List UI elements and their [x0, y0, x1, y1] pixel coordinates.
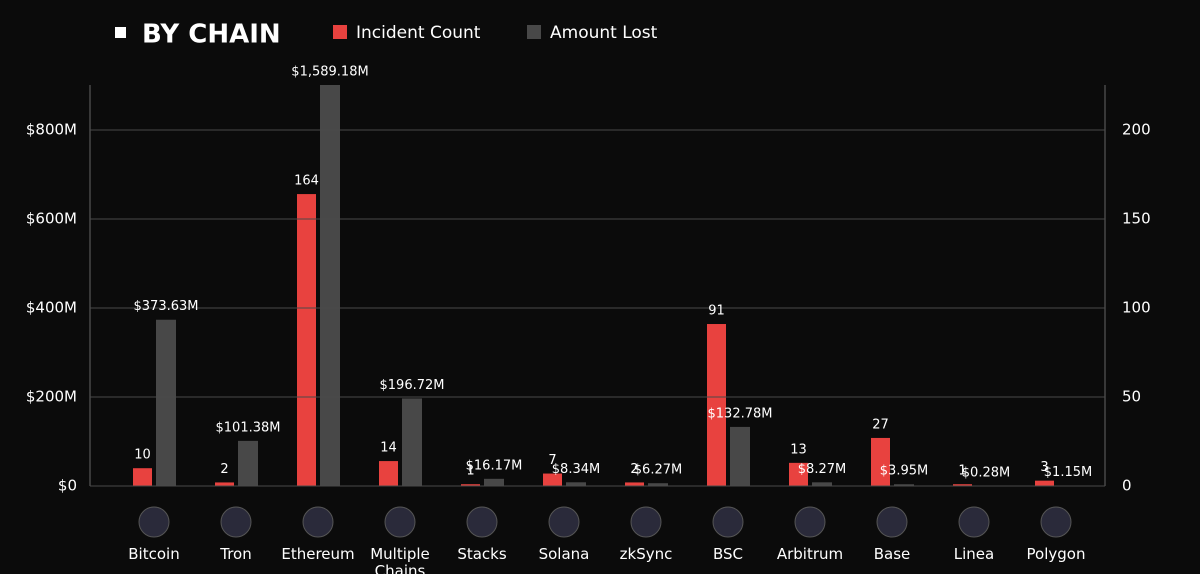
chain-icon	[548, 506, 580, 538]
bar	[566, 482, 586, 486]
chain-icon	[220, 506, 252, 538]
value-label: 27	[872, 417, 889, 432]
bar	[730, 426, 750, 486]
chain-icon	[876, 506, 908, 538]
bar	[625, 482, 644, 486]
chain-icon	[384, 506, 416, 538]
value-label: 2	[220, 462, 228, 477]
y2-tick-label: 100	[1122, 299, 1151, 317]
value-label: 13	[790, 442, 807, 457]
chain-icon	[1040, 506, 1072, 538]
y-tick-label: $200M	[26, 388, 77, 406]
bar	[789, 462, 808, 486]
value-label: $101.38M	[216, 420, 281, 435]
y-tick-label: $0	[58, 477, 77, 495]
y2-tick-label: 200	[1122, 121, 1151, 139]
chart-title: BY CHAIN	[142, 20, 281, 50]
bar	[461, 484, 480, 486]
value-label: 1	[958, 464, 966, 479]
value-label: 2	[630, 462, 638, 477]
value-label: 10	[134, 448, 151, 463]
y2-tick-label: 0	[1122, 477, 1132, 495]
legend-swatch	[527, 25, 541, 39]
value-label: $8.34M	[552, 462, 600, 477]
value-label: $373.63M	[134, 299, 199, 314]
bars	[133, 85, 1078, 487]
x-tick-label: zkSync	[619, 545, 673, 563]
x-tick-label: Ethereum	[281, 545, 355, 563]
chain-icon	[466, 506, 498, 538]
bar	[543, 473, 562, 486]
bar	[707, 324, 726, 486]
bar	[402, 398, 422, 486]
x-tick-label: Solana	[538, 545, 590, 563]
y-tick-label: $400M	[26, 299, 77, 317]
bar	[812, 482, 832, 486]
x-tick-label: Base	[873, 545, 911, 563]
y-tick-label: $800M	[26, 121, 77, 139]
chain-icon	[630, 506, 662, 538]
bar	[953, 484, 972, 486]
title-marker	[115, 27, 126, 38]
bar	[133, 468, 152, 486]
bar	[894, 484, 914, 486]
y-tick-label: $600M	[26, 210, 77, 228]
value-label: 164	[294, 174, 319, 189]
legend-label: Incident Count	[356, 23, 481, 43]
chain-icon	[794, 506, 826, 538]
bar	[320, 85, 340, 487]
value-label: $132.78M	[708, 406, 773, 421]
value-label: $8.27M	[798, 462, 846, 477]
x-tick-label: Bitcoin	[128, 545, 180, 563]
value-label: 3	[1040, 460, 1048, 475]
bar	[484, 478, 504, 486]
chain-icon	[138, 506, 170, 538]
value-label: $16.17M	[466, 458, 523, 473]
value-label: 7	[548, 453, 556, 468]
bar	[648, 483, 668, 486]
x-tick-label: Stacks	[457, 545, 507, 563]
value-label: 14	[380, 441, 397, 456]
value-label: $1.15M	[1044, 465, 1092, 480]
x-tick-label: Linea	[953, 545, 995, 563]
bar	[156, 319, 176, 486]
legend-label: Amount Lost	[550, 23, 658, 43]
y2-tick-label: 50	[1122, 388, 1141, 406]
value-label: $6.27M	[634, 463, 682, 478]
y2-tick-label: 150	[1122, 210, 1151, 228]
value-label: $1,589.18M	[291, 65, 368, 80]
value-label: $196.72M	[380, 378, 445, 393]
value-label: $0.28M	[962, 465, 1010, 480]
legend-swatch	[333, 25, 347, 39]
chain-icon	[958, 506, 990, 538]
x-tick-label: Multiple Chains	[370, 545, 430, 574]
x-tick-label: Polygon	[1026, 545, 1086, 563]
bar	[871, 437, 890, 486]
bar	[379, 461, 398, 486]
x-tick-label: BSC	[712, 545, 744, 563]
chain-icon	[302, 506, 334, 538]
value-label: $3.95M	[880, 464, 928, 479]
value-label: 91	[708, 304, 725, 319]
value-label: 1	[466, 464, 474, 479]
x-tick-label: Tron	[220, 545, 252, 563]
bar	[1035, 480, 1054, 486]
bar	[215, 482, 234, 486]
x-tick-label: Arbitrum	[776, 545, 844, 563]
bar	[238, 440, 258, 486]
chain-icon	[712, 506, 744, 538]
bar	[297, 194, 316, 486]
